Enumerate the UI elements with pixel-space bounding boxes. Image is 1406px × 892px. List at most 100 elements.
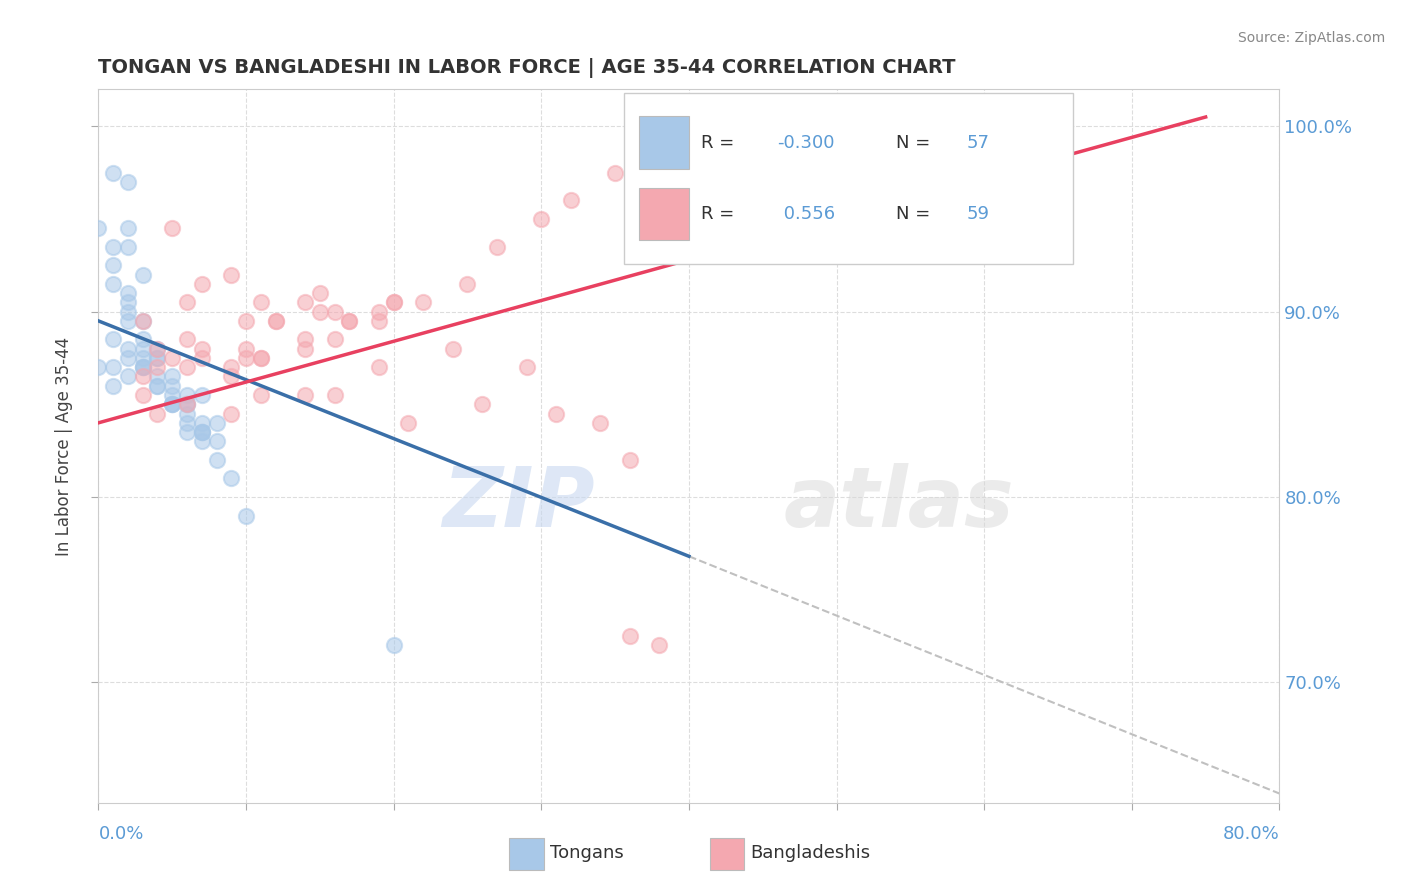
Point [176,397,198,411]
Point [176,416,198,430]
Point [117,351,139,365]
Point [176,397,198,411]
Point [219,360,242,375]
Text: 0.0%: 0.0% [98,825,143,843]
Point [117,286,139,301]
Point [396,416,419,430]
Point [219,369,242,384]
Point [103,360,125,375]
Point [250,295,273,310]
Point [441,342,464,356]
Point [176,397,198,411]
Point [132,351,155,365]
Point [309,304,332,318]
Point [103,277,125,291]
Point [619,453,641,467]
Point [323,388,346,402]
Point [87,360,110,375]
Point [368,314,391,328]
Point [117,314,139,328]
Point [235,351,257,365]
Point [560,194,582,208]
FancyBboxPatch shape [710,838,744,870]
Point [219,407,242,421]
Text: Bangladeshis: Bangladeshis [751,844,870,862]
Text: -0.300: -0.300 [778,134,835,152]
Text: ZIP: ZIP [441,463,595,543]
Point [382,295,405,310]
Text: Tongans: Tongans [550,844,623,862]
Point [132,360,155,375]
Point [368,360,391,375]
Point [191,342,214,356]
Point [132,388,155,402]
Point [219,471,242,485]
Point [132,360,155,375]
Point [146,342,169,356]
Point [162,378,183,392]
Point [382,295,405,310]
Point [132,314,155,328]
Text: 80.0%: 80.0% [1223,825,1279,843]
Point [162,397,183,411]
Point [191,434,214,449]
Text: 59: 59 [966,205,990,223]
Text: R =: R = [700,134,740,152]
Point [176,360,198,375]
Point [162,351,183,365]
Point [103,240,125,254]
Point [294,295,316,310]
Point [146,407,169,421]
Point [132,268,155,282]
Point [162,397,183,411]
Text: Source: ZipAtlas.com: Source: ZipAtlas.com [1237,31,1385,45]
Point [456,277,478,291]
Point [309,286,332,301]
Point [146,360,169,375]
Point [191,425,214,439]
Text: TONGAN VS BANGLADESHI IN LABOR FORCE | AGE 35-44 CORRELATION CHART: TONGAN VS BANGLADESHI IN LABOR FORCE | A… [98,57,956,78]
Point [605,166,627,180]
Point [294,388,316,402]
Point [132,314,155,328]
Point [103,333,125,347]
Point [219,268,242,282]
Point [323,333,346,347]
Point [250,351,273,365]
Point [132,360,155,375]
Point [191,388,214,402]
FancyBboxPatch shape [640,116,689,169]
Point [382,638,405,652]
Point [117,221,139,235]
Point [250,388,273,402]
Point [176,425,198,439]
Point [546,407,568,421]
Point [162,369,183,384]
Point [132,369,155,384]
Point [619,629,641,643]
Point [146,369,169,384]
Point [235,508,257,523]
Point [205,434,228,449]
FancyBboxPatch shape [624,93,1073,264]
Text: 0.556: 0.556 [778,205,835,223]
Point [191,425,214,439]
FancyBboxPatch shape [640,187,689,241]
Point [176,388,198,402]
Point [176,295,198,310]
FancyBboxPatch shape [509,838,544,870]
Point [471,397,494,411]
Point [146,351,169,365]
Point [250,351,273,365]
Point [132,342,155,356]
Point [87,221,110,235]
Point [132,333,155,347]
Point [412,295,434,310]
Point [191,425,214,439]
Point [162,388,183,402]
Point [117,369,139,384]
Text: N =: N = [896,205,935,223]
Point [191,416,214,430]
Point [191,351,214,365]
Text: atlas: atlas [783,463,1014,543]
